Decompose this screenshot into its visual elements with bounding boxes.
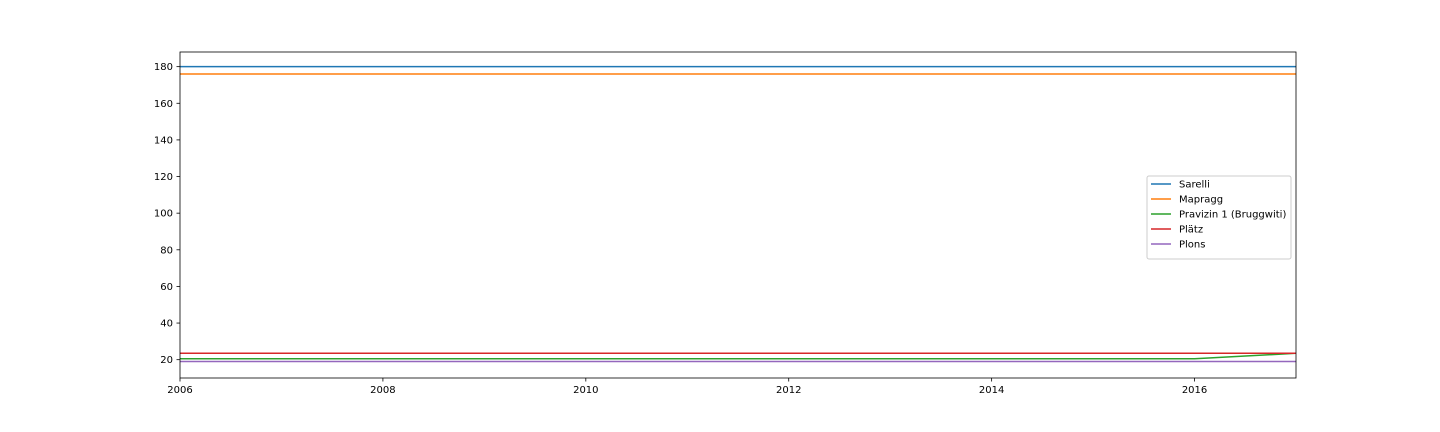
legend-label-4: Plätz <box>1179 225 1203 236</box>
y-tick-label: 80 <box>160 245 173 256</box>
legend-label-3: Pravizin 1 (Bruggwiti) <box>1179 210 1286 221</box>
legend-box <box>1146 175 1292 260</box>
y-tick-label: 40 <box>160 319 173 330</box>
y-tick-label: 180 <box>154 62 173 73</box>
y-tick-label: 20 <box>160 355 173 366</box>
axes-frame <box>179 51 1297 379</box>
y-tick-label: 160 <box>154 99 173 110</box>
plot-background <box>180 52 1296 378</box>
plot-area <box>180 52 1296 378</box>
y-tick-label: 60 <box>160 282 173 293</box>
legend-label-1: Sarelli <box>1179 180 1210 191</box>
series-layer <box>180 65 1297 363</box>
legend-label-2: Mapragg <box>1179 195 1223 206</box>
y-tick-label: 120 <box>154 172 173 183</box>
legend-label-5: Plons <box>1179 240 1205 251</box>
y-tick-label: 100 <box>154 209 173 220</box>
x-tick-label: 2008 <box>370 385 395 396</box>
axes-layer: 2006 2008 2010 2012 2014 2016 20 40 60 80 100 120 14… <box>154 51 1297 396</box>
x-tick-label: 2010 <box>573 385 598 396</box>
x-tick-label: 2006 <box>167 385 192 396</box>
x-tick-label: 2016 <box>1182 385 1207 396</box>
legend: Sarelli Mapragg Pravizin 1 (Bruggwiti) Plät… <box>1146 175 1292 260</box>
x-tick-label: 2012 <box>776 385 801 396</box>
x-tick-label: 2014 <box>979 385 1004 396</box>
y-tick-label: 140 <box>154 135 173 146</box>
series-line-3 <box>180 352 1297 360</box>
